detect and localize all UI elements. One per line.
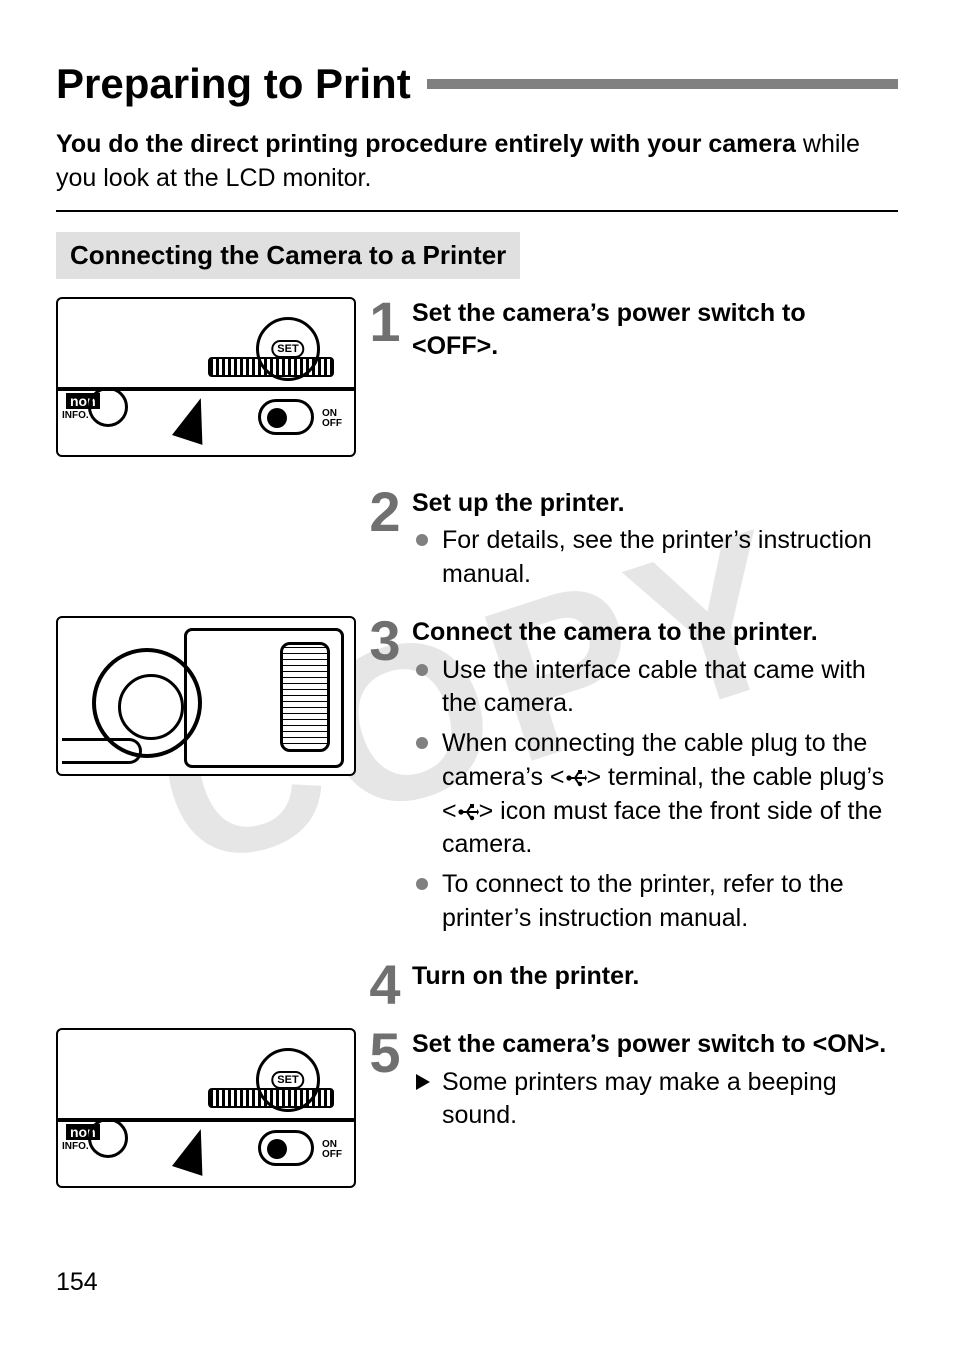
step-5-image: SET non INFO. ONOFF bbox=[56, 1028, 356, 1188]
step-4-image-empty bbox=[56, 960, 356, 961]
step-3-bullet-1: Use the interface cable that came with t… bbox=[412, 654, 898, 722]
step-3: 3 Connect the camera to the printer. Use… bbox=[56, 616, 898, 942]
step-2-number: 2 bbox=[368, 487, 402, 598]
step-5-title-c: >. bbox=[865, 1030, 887, 1058]
page-number: 154 bbox=[56, 1268, 98, 1297]
off-label: OFF bbox=[322, 418, 342, 429]
step-1-title-b: OFF bbox=[427, 332, 477, 360]
step-3-b2-c: > icon must face the front side of the c… bbox=[442, 797, 882, 859]
step-2-image-empty bbox=[56, 487, 356, 488]
intro-bold: You do the direct printing procedure ent… bbox=[56, 130, 796, 158]
title-rule bbox=[427, 79, 898, 89]
step-2-title: Set up the printer. bbox=[412, 487, 898, 521]
power-switch-icon bbox=[258, 399, 314, 435]
step-5: SET non INFO. ONOFF 5 Set the camer bbox=[56, 1028, 898, 1188]
usb-plug-icon bbox=[457, 803, 479, 821]
step-3-number: 3 bbox=[368, 616, 402, 942]
power-switch-icon-2 bbox=[258, 1130, 314, 1166]
step-4-number: 4 bbox=[368, 960, 402, 1010]
step-1: SET non INFO. ONOFF 1 Set the camer bbox=[56, 297, 898, 457]
step-1-image: SET non INFO. ONOFF bbox=[56, 297, 356, 457]
camera-off-illustration: SET non INFO. ONOFF bbox=[56, 297, 356, 457]
step-4: 4 Turn on the printer. bbox=[56, 960, 898, 1010]
set-label: SET bbox=[271, 340, 304, 358]
subsection-heading: Connecting the Camera to a Printer bbox=[56, 232, 520, 279]
step-5-bullet-1: Some printers may make a beeping sound. bbox=[412, 1066, 898, 1134]
step-4-title: Turn on the printer. bbox=[412, 960, 898, 994]
step-1-title-c: >. bbox=[477, 332, 499, 360]
info-label-2: INFO. bbox=[62, 1141, 89, 1152]
content: Preparing to Print You do the direct pri… bbox=[56, 60, 898, 1188]
step-5-title-a: Set the camera’s power switch to < bbox=[412, 1030, 827, 1058]
step-3-title: Connect the camera to the printer. bbox=[412, 616, 898, 650]
camera-cable-illustration bbox=[56, 616, 356, 776]
step-2-bullet-1: For details, see the printer’s instructi… bbox=[412, 524, 898, 592]
page: COPY Preparing to Print You do the direc… bbox=[0, 0, 954, 1345]
step-5-title-b: ON bbox=[827, 1030, 865, 1058]
intro-paragraph: You do the direct printing procedure ent… bbox=[56, 128, 898, 196]
cable-icon bbox=[62, 738, 142, 764]
step-2: 2 Set up the printer. For details, see t… bbox=[56, 487, 898, 598]
step-1-number: 1 bbox=[368, 297, 402, 365]
off-label-2: OFF bbox=[322, 1149, 342, 1160]
set-label-2: SET bbox=[271, 1071, 304, 1089]
info-label: INFO. bbox=[62, 410, 89, 421]
step-1-title: Set the camera’s power switch to <OFF>. bbox=[412, 299, 806, 361]
page-title: Preparing to Print bbox=[56, 60, 411, 108]
camera-on-illustration: SET non INFO. ONOFF bbox=[56, 1028, 356, 1188]
step-3-bullet-2: When connecting the cable plug to the ca… bbox=[412, 727, 898, 862]
arrow-icon bbox=[172, 393, 216, 445]
title-row: Preparing to Print bbox=[56, 60, 898, 108]
intro-rule bbox=[56, 210, 898, 212]
usb-terminal-icon bbox=[565, 769, 587, 787]
step-3-bullet-3: To connect to the printer, refer to the … bbox=[412, 868, 898, 936]
step-5-title: Set the camera’s power switch to <ON>. bbox=[412, 1030, 886, 1058]
step-5-number: 5 bbox=[368, 1028, 402, 1139]
steps: SET non INFO. ONOFF 1 Set the camer bbox=[56, 297, 898, 1188]
step-3-image bbox=[56, 616, 356, 776]
arrow-icon-2 bbox=[172, 1124, 216, 1176]
